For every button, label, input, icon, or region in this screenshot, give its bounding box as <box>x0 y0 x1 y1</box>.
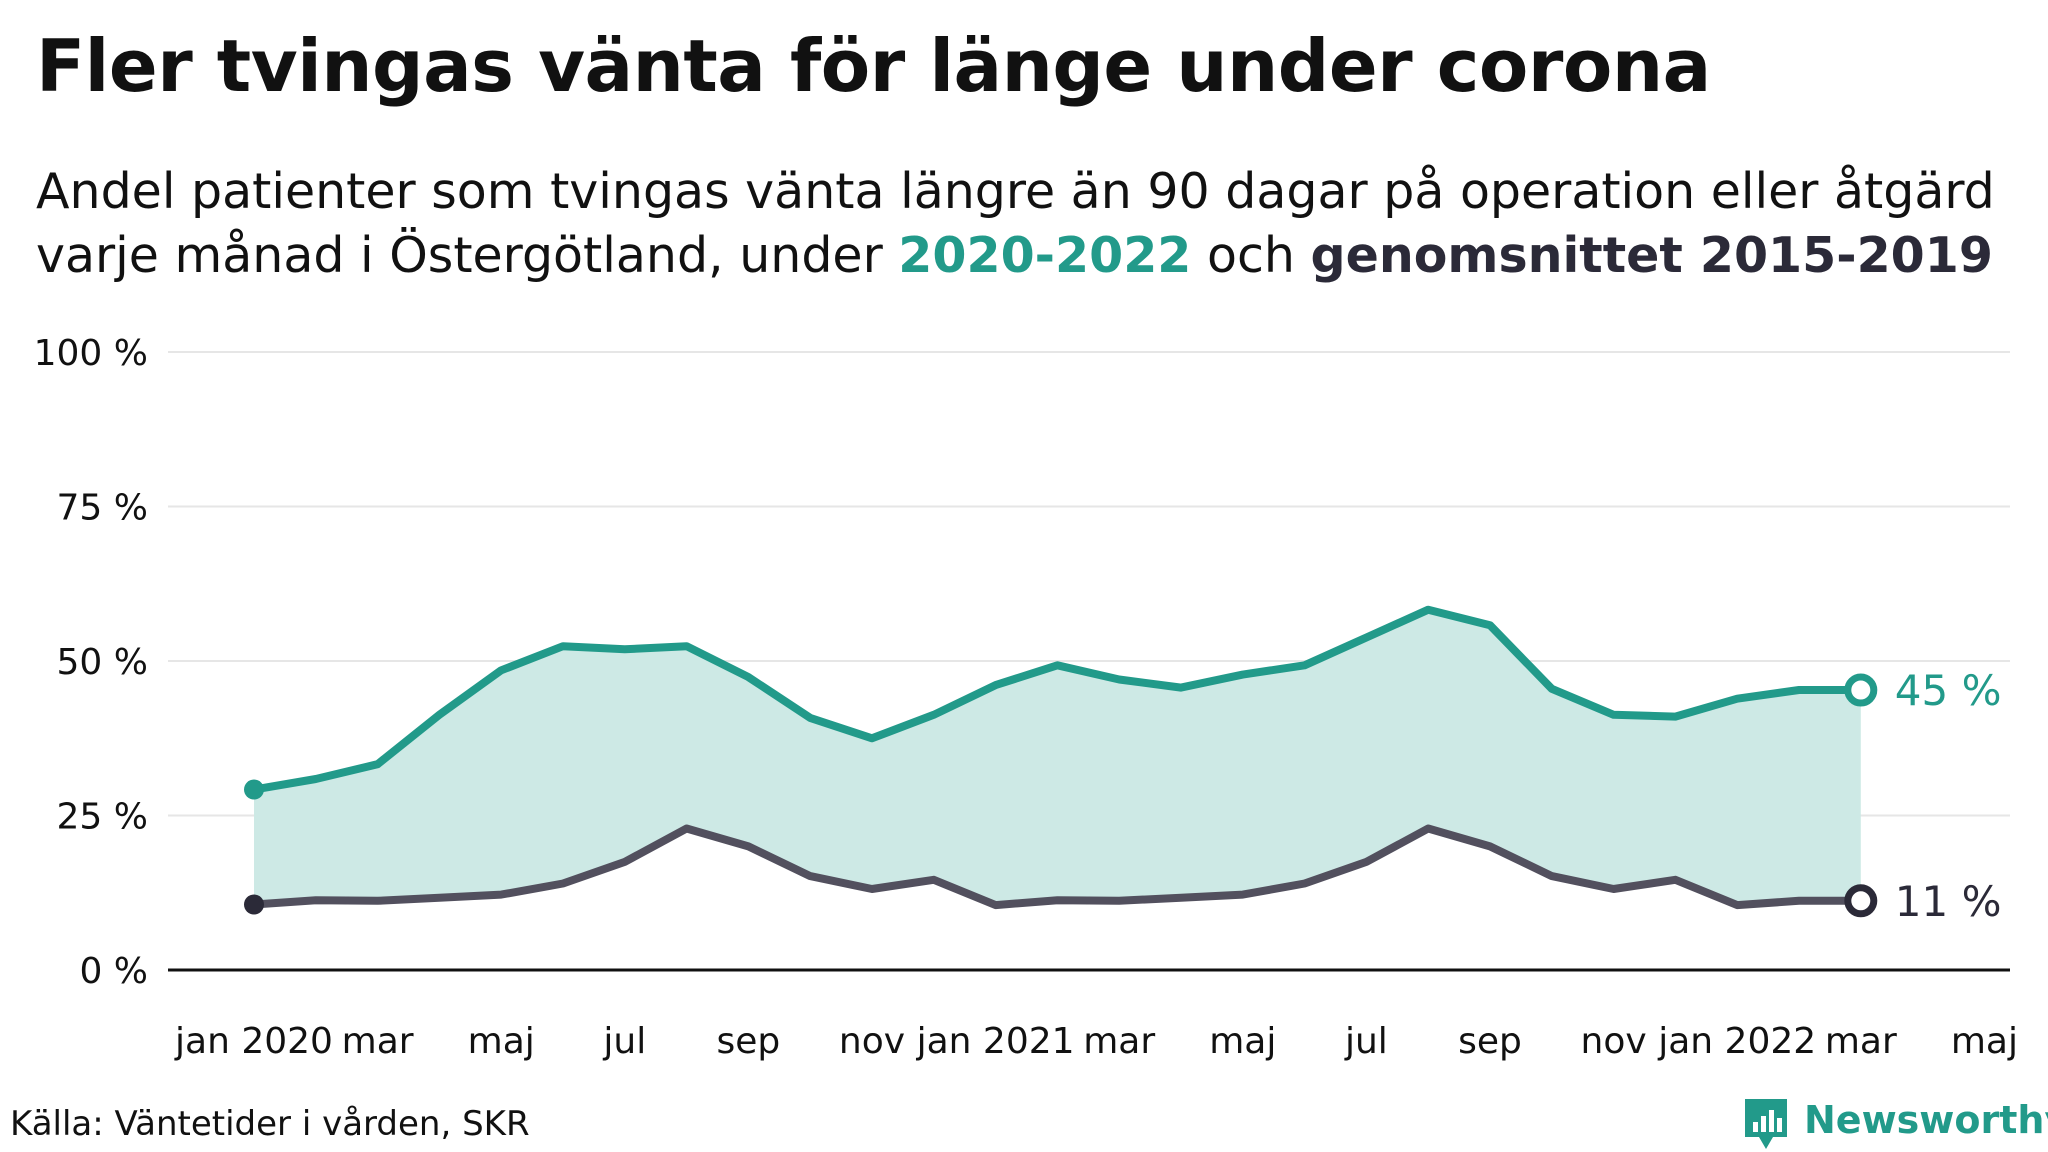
x-tick-label: maj <box>468 1021 535 1062</box>
x-tick-label: maj <box>1209 1021 1276 1062</box>
chart-subtitle: Andel patienter som tvingas vänta längre… <box>36 160 1995 288</box>
end-point-2020-2022 <box>1844 673 1878 707</box>
start-point-average <box>244 894 264 915</box>
subtitle-line-2-middle: och <box>1191 227 1311 284</box>
y-tick-label: 0 % <box>79 951 148 992</box>
start-point-2020-2022 <box>244 779 264 800</box>
y-axis-tick-labels: 0 % 25 % 50 % 75 % 100 % <box>34 333 148 992</box>
source-note: Källa: Väntetider i vården, SKR <box>10 1104 530 1144</box>
y-tick-label: 100 % <box>34 333 148 374</box>
subtitle-line-2-start: varje månad i Östergötland, under <box>36 227 899 284</box>
newsworthy-logo-icon <box>1745 1099 1787 1149</box>
x-tick-label: nov <box>1581 1021 1647 1062</box>
x-tick-label: jan 2021 <box>916 1021 1075 1062</box>
y-tick-label: 75 % <box>57 488 148 529</box>
end-value-labels: 45 % 11 % <box>1895 666 2002 926</box>
end-label-average: 11 % <box>1895 877 2002 926</box>
brand-name: Newsworthy <box>1804 1098 2048 1142</box>
x-tick-label: jan 2020 <box>174 1021 333 1062</box>
x-tick-label: mar <box>1083 1021 1155 1062</box>
subtitle-line-1: Andel patienter som tvingas vänta längre… <box>36 163 1995 220</box>
series-line-2020-2022 <box>250 605 1865 794</box>
series-line-average-2015-2019 <box>250 824 1865 910</box>
x-axis-tick-labels: jan 2020 mar maj jul sep nov jan 2021 mar maj jul… <box>174 1021 2018 1062</box>
x-tick-label: sep <box>717 1021 781 1062</box>
end-point-average <box>1844 884 1878 918</box>
line-area-chart: 0 %25 %50 %75 %100 % jan 2020 mar maj jul se… <box>34 333 2018 1062</box>
x-tick-label: mar <box>342 1021 414 1062</box>
x-tick-label: jul <box>602 1021 646 1062</box>
x-tick-label: jul <box>1344 1021 1388 1062</box>
end-label-2020-2022: 45 % <box>1895 666 2002 715</box>
y-tick-label: 25 % <box>57 797 148 838</box>
brand-logo: Newsworthy <box>1742 1096 2048 1152</box>
x-tick-label: nov <box>839 1021 905 1062</box>
x-tick-label: mar <box>1825 1021 1897 1062</box>
y-tick-label: 50 % <box>57 642 148 683</box>
area-fill-group <box>254 609 1861 906</box>
subtitle-highlight-average: genomsnittet 2015-2019 <box>1310 227 1993 284</box>
area-fill-between-series <box>254 609 1861 906</box>
x-tick-label: jan 2022 <box>1657 1021 1816 1062</box>
chart-title: Fler tvingas vänta för länge under coron… <box>36 24 1711 108</box>
series-lines <box>250 605 1865 910</box>
x-tick-label: sep <box>1458 1021 1522 1062</box>
x-tick-label: maj <box>1951 1021 2018 1062</box>
subtitle-highlight-2020-2022: 2020-2022 <box>898 227 1192 284</box>
series-points <box>244 673 1878 918</box>
